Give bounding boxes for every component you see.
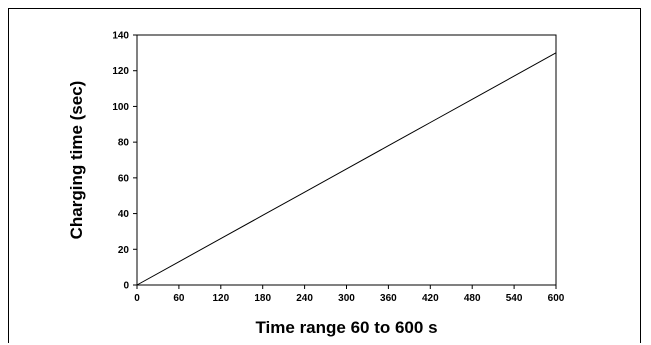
x-tick-label: 120 <box>212 293 229 304</box>
y-axis-ticks: 0 20 40 60 80 100 120 140 <box>112 31 137 292</box>
x-tick-label: 540 <box>506 293 523 304</box>
y-tick-label: 60 <box>118 173 130 184</box>
plot-area <box>136 34 557 286</box>
x-tick-label: 480 <box>464 293 481 304</box>
x-tick-label: 60 <box>173 293 185 304</box>
x-tick-label: 240 <box>296 293 313 304</box>
y-tick-label: 120 <box>112 66 129 77</box>
x-tick-label: 600 <box>548 293 565 304</box>
chart-frame <box>8 8 641 343</box>
series-layer <box>136 52 557 286</box>
series-line-0 <box>136 52 557 286</box>
y-tick-label: 0 <box>123 281 129 292</box>
x-tick-label: 300 <box>338 293 355 304</box>
y-tick-label: 100 <box>112 102 129 113</box>
x-axis-title: Time range 60 to 600 s <box>255 318 437 337</box>
x-axis-ticks: 0 60 120 180 240 300 360 420 480 540 600 <box>134 285 565 304</box>
y-tick-label: 20 <box>118 245 130 256</box>
y-axis-title: Charging time (sec) <box>67 81 86 240</box>
x-tick-label: 360 <box>380 293 397 304</box>
x-tick-label: 420 <box>422 293 439 304</box>
y-tick-label: 40 <box>118 209 130 220</box>
y-tick-label: 140 <box>112 31 129 42</box>
x-tick-label: 0 <box>134 293 140 304</box>
x-tick-label: 180 <box>254 293 271 304</box>
y-tick-label: 80 <box>118 138 130 149</box>
